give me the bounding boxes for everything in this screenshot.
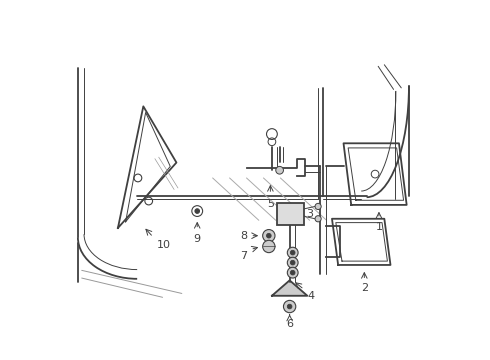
Circle shape	[276, 166, 284, 174]
Circle shape	[287, 257, 298, 268]
Text: 9: 9	[194, 234, 201, 244]
Circle shape	[291, 270, 295, 275]
Circle shape	[287, 304, 292, 309]
Polygon shape	[272, 280, 307, 296]
Circle shape	[263, 240, 275, 253]
Circle shape	[263, 230, 275, 242]
Circle shape	[315, 203, 321, 210]
Text: 10: 10	[156, 240, 171, 250]
Circle shape	[267, 233, 271, 238]
Text: 7: 7	[240, 251, 247, 261]
Bar	[276, 203, 304, 225]
Text: 5: 5	[267, 199, 274, 209]
Text: 4: 4	[307, 291, 315, 301]
Circle shape	[291, 260, 295, 265]
Circle shape	[195, 209, 199, 213]
Circle shape	[287, 267, 298, 278]
Text: 1: 1	[375, 222, 382, 232]
Circle shape	[283, 300, 296, 313]
Text: 2: 2	[361, 283, 368, 293]
Circle shape	[315, 216, 321, 222]
Text: 6: 6	[286, 319, 293, 329]
Circle shape	[291, 250, 295, 255]
Text: 8: 8	[240, 231, 247, 241]
Circle shape	[287, 247, 298, 258]
Text: 3: 3	[306, 209, 313, 219]
